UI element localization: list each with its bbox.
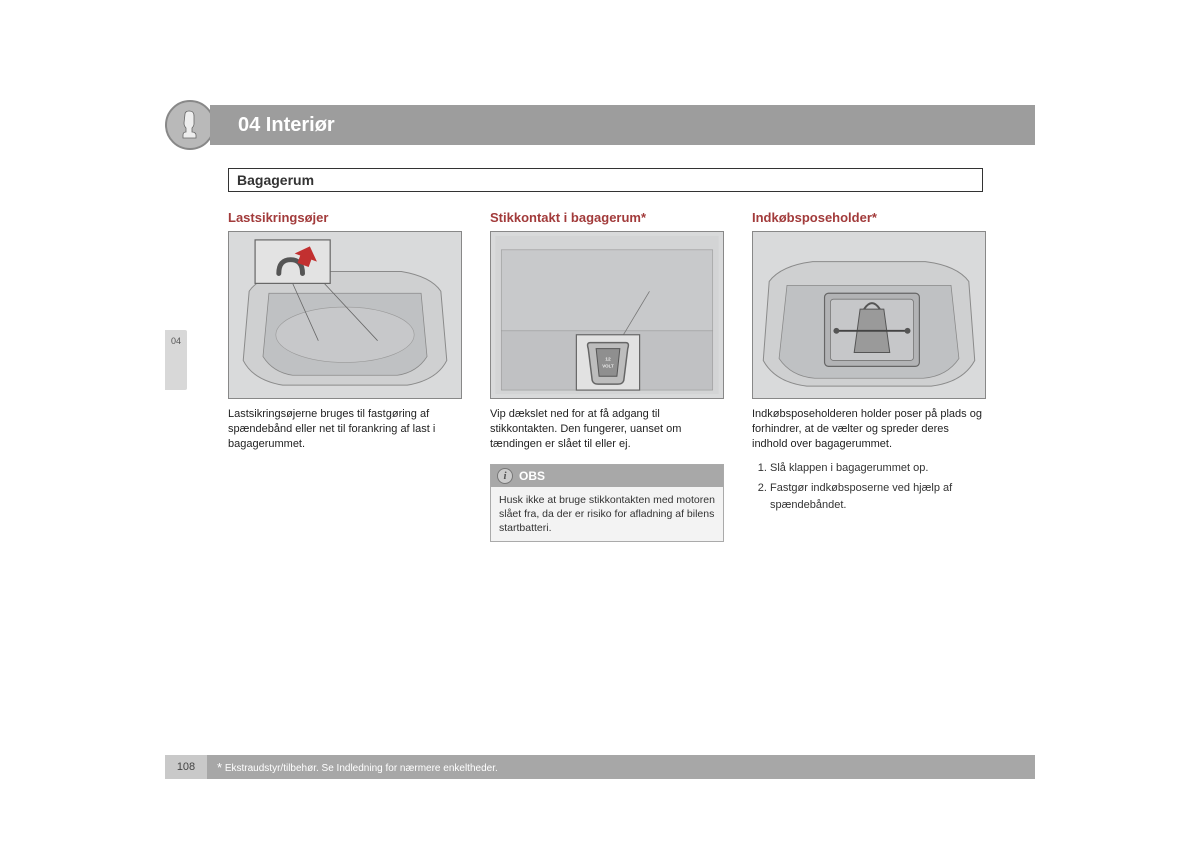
note-header: i OBS — [491, 465, 723, 487]
section-title-box: Bagagerum — [228, 168, 983, 192]
body-text-mid: Vip dækslet ned for at få adgang til sti… — [490, 407, 724, 452]
svg-text:12: 12 — [605, 356, 611, 362]
illustration-bagholder: G020992 — [752, 231, 986, 399]
side-tab: 04 — [165, 330, 187, 390]
list-item: Fastgør indkøbsposerne ved hjælp af spæn… — [770, 480, 986, 513]
note-label: OBS — [519, 469, 545, 483]
column-middle: Stikkontakt i bagagerum* 12 VOLT G014944… — [490, 210, 724, 542]
chapter-icon — [165, 100, 215, 150]
section-title: Bagagerum — [237, 172, 314, 188]
column-left: Lastsikringsøjer G018099 Lastsikringsøje… — [228, 210, 462, 542]
note-body: Husk ikke at bruge stikkontakten med mot… — [491, 487, 723, 542]
chapter-title-bar: 04 Interiør — [210, 105, 1035, 145]
column-right: Indkøbsposeholder* G020992 Indkøbsposeho… — [752, 210, 986, 542]
footer-note: * Ekstraudstyr/tilbehør. Se Indledning f… — [207, 760, 498, 775]
content-columns: Lastsikringsøjer G018099 Lastsikringsøje… — [228, 210, 988, 542]
subheading-socket: Stikkontakt i bagagerum* — [490, 210, 724, 225]
body-text-right: Indkøbsposeholderen holder poser på plad… — [752, 407, 986, 452]
illustration-socket: 12 VOLT G014944 — [490, 231, 724, 399]
illustration-lashing-eyes: G018099 — [228, 231, 462, 399]
info-icon: i — [497, 468, 513, 484]
steps-list: Slå klappen i bagagerummet op. Fastgør i… — [752, 460, 986, 514]
seat-icon — [177, 110, 203, 140]
page-number: 108 — [165, 755, 207, 779]
note-box: i OBS Husk ikke at bruge stikkontakten m… — [490, 464, 724, 543]
svg-text:VOLT: VOLT — [602, 363, 614, 368]
body-text-left: Lastsikringsøjerne bruges til fastgøring… — [228, 407, 462, 452]
subheading-bagholder: Indkøbsposeholder* — [752, 210, 986, 225]
footer-bar: 108 * Ekstraudstyr/tilbehør. Se Indledni… — [165, 755, 1035, 779]
subheading-lashing-eyes: Lastsikringsøjer — [228, 210, 462, 225]
chapter-title: 04 Interiør — [238, 114, 335, 137]
list-item: Slå klappen i bagagerummet op. — [770, 460, 986, 477]
